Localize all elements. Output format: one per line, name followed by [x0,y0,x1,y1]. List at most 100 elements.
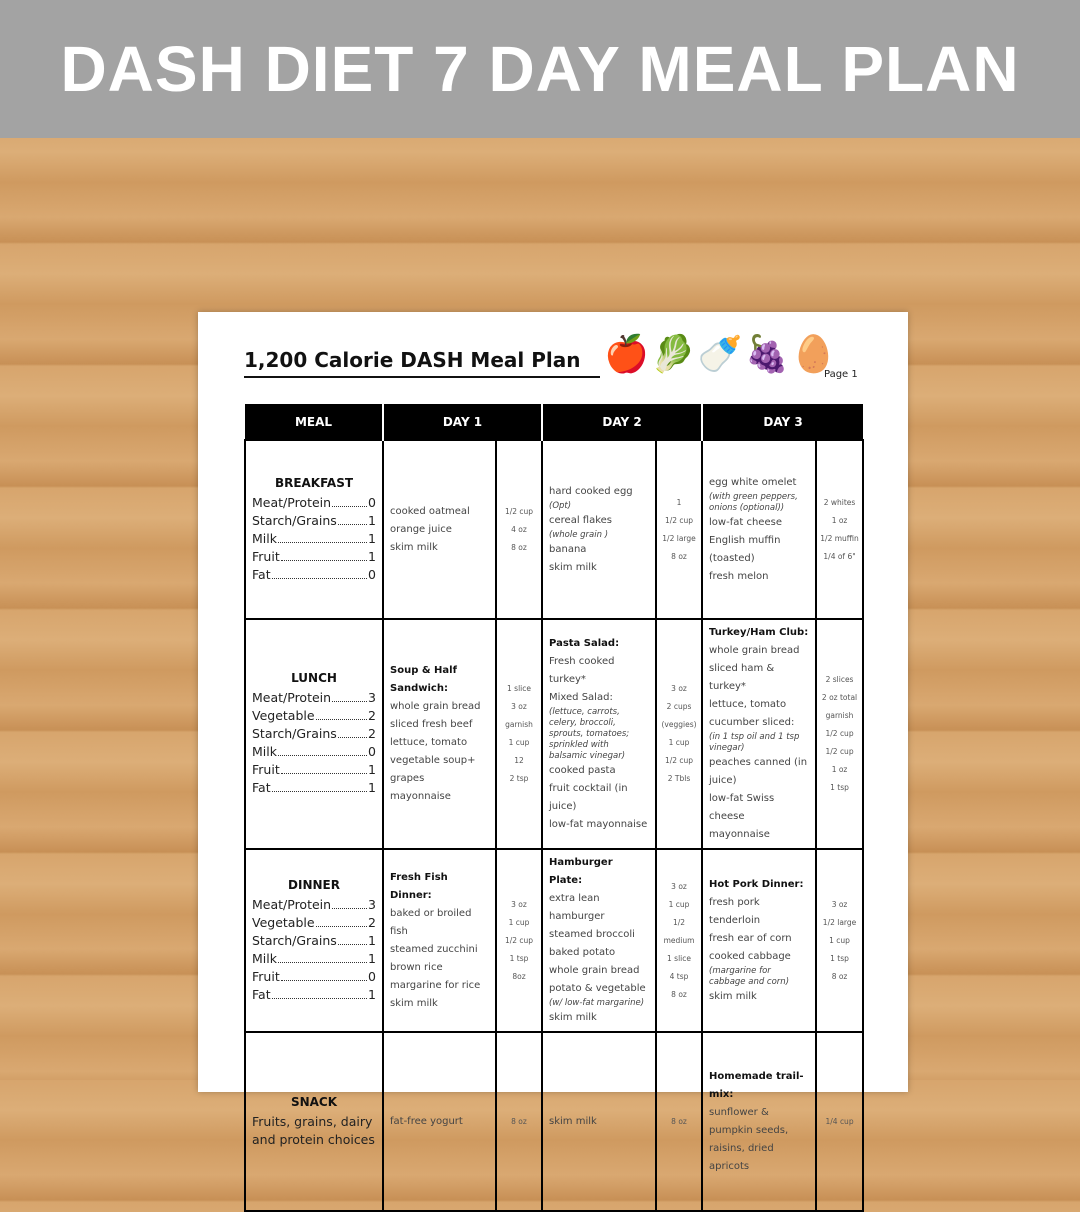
food-line: fresh melon [709,570,769,582]
food-line: English muffin (toasted) [709,534,781,564]
banner-title: DASH DIET 7 DAY MEAL PLAN [60,33,1020,105]
food-line: (lettuce, carrots, celery, broccoli, spr… [549,706,630,761]
day-2-amount-cell: 3 oz 2 cups (veggies) 1 cup 1/2 cup 2 Tbls [655,618,704,850]
amount-line: 1/2 muffin [820,533,859,543]
amount-line: 1/2 cup [664,515,694,525]
amount-line: 1/2 cup [825,747,854,756]
day-3-food-cell: egg white omelet (with green peppers, oni… [701,439,818,620]
day-1-amount-cell: 1/2 cup 4 oz 8 oz [494,439,544,620]
food-line: (with green peppers, onions (optional)) [709,491,798,513]
amount-line: 12 [514,756,524,765]
dotted-leader [280,548,368,561]
food-line: fruit cocktail (in juice) [549,782,628,812]
food-line: brown rice [390,961,443,973]
header-meal: MEAL [245,404,383,440]
header-day-3: DAY 3 [701,404,864,440]
food-line: skim milk [549,561,597,573]
food-line: potato & vegetable [549,983,646,994]
food-line: banana [549,543,587,555]
serving-value: 3 [368,690,376,705]
food-line: sliced fresh beef [390,719,473,730]
day-2-amount-cell: 3 oz 1 cup 1/2 medium 1 slice 4 tsp 8 oz [655,848,704,1033]
serving-name: Starch/Grains [252,932,337,948]
serving-value: 0 [368,968,376,984]
amount-line: 2 oz total garnish [821,693,858,720]
dotted-leader [277,530,368,543]
day-2-amount-cell: 8 oz [655,1031,704,1212]
food-line: baked potato [549,947,616,958]
serving-name: Fat [252,986,271,1002]
dotted-leader [315,707,368,720]
amount-line: 1/4 of 6" [823,551,856,561]
serving-value: 3 [368,896,376,912]
food-line: egg white omelet [709,476,797,488]
table-row-breakfast: BREAKFAST Meat/Protein 0 Starch/Grains 1 Milk… [244,439,865,620]
food-line: (whole grain ) [549,529,609,540]
meal-serving: Meat/Protein 3 [252,896,376,914]
food-line: Turkey/Ham Club: [709,627,809,638]
amount-line: 1/4 cup [825,1116,854,1126]
serving-name: Starch/Grains [252,512,337,528]
meal-serving: Vegetable 2 [252,707,376,725]
food-line: mayonnaise [709,829,770,840]
dotted-leader [337,932,368,945]
meal-serving: Fat 1 [252,986,376,1004]
food-line: low-fat mayonnaise [549,818,648,830]
meal-serving: Fat 1 [252,779,376,797]
apple-icon: 🍎 [604,334,649,375]
amount-line: 1 cup [508,917,530,927]
snack-description: Fruits, grains, dairy and protein choice… [252,1113,375,1147]
amount-line: 1/2 large [662,533,696,543]
meal-serving: Fruit 1 [252,761,376,779]
serving-name: Milk [252,950,277,966]
food-line: baked or broiled fish [390,907,472,937]
dotted-leader [271,779,368,792]
amount-line: 1 cup [668,738,690,747]
day-3-food-cell: Homemade trail-mix: sunflower & pumpkin s… [701,1031,818,1212]
meal-name: LUNCH [291,671,337,685]
food-line: Pasta Salad: [549,637,620,649]
amount-line: 1 [676,497,682,507]
meal-cell: LUNCH Meat/Protein 3 Vegetable 2 Starch/Grain… [244,618,384,850]
day-2-food-cell: Hamburger Plate: extra lean hamburger stea… [541,848,658,1033]
serving-value: 1 [368,780,376,795]
serving-name: Starch/Grains [252,726,337,741]
amount-line: 1/2 cup [504,506,534,516]
food-line: skim milk [549,1012,597,1023]
amount-line: 8 oz [511,542,527,552]
amount-line: 1/2 cup [664,756,694,765]
serving-name: Fat [252,566,271,582]
amount-line: 2 tsp [509,774,529,783]
meal-serving: Milk 0 [252,743,376,761]
food-line: fresh pork tenderloin [709,896,761,926]
meal-cell: DINNER Meat/Protein 3 Vegetable 2 Starch/Grai… [244,848,384,1033]
meal-serving: Fruit 1 [252,548,376,566]
meal-serving: Milk 1 [252,530,376,548]
food-line: whole grain bread [390,701,481,712]
food-line: low-fat Swiss cheese [709,793,775,822]
dotted-leader [271,986,368,999]
day-3-amount-cell: 1/4 cup [815,1031,865,1212]
amount-line: 4 tsp [669,971,689,981]
table-row-snack: SNACK Fruits, grains, dairy and protein c… [244,1031,865,1212]
document-title: 1,200 Calorie DASH Meal Plan [244,348,600,378]
amount-line: 1 tsp [509,953,529,963]
food-line: sliced ham & turkey* [709,663,775,692]
meal-plan-document: 1,200 Calorie DASH Meal Plan 🍎 🥬 🍼 🍇 🥚 P… [198,312,908,1212]
serving-value: 0 [368,494,376,510]
food-line: Mixed Salad: [549,691,613,703]
serving-name: Fruit [252,548,280,564]
day-3-food-cell: Turkey/Ham Club: whole grain bread sliced … [701,618,818,850]
serving-value: 2 [368,726,376,741]
food-line: cooked pasta [549,764,616,776]
dotted-leader [332,896,368,909]
food-line: fat-free yogurt [390,1115,463,1127]
food-line: skim milk [549,1115,597,1127]
day-2-amount-cell: 1 1/2 cup 1/2 large 8 oz [655,439,704,620]
serving-value: 1 [368,986,376,1002]
header-day-2: DAY 2 [541,404,703,440]
meal-plan-table: MEAL DAY 1 DAY 2 DAY 3 BREAKFAST Meat/Pro… [244,404,865,1212]
amount-line: 1/2 large [822,917,857,927]
day-1-amount-cell: 3 oz 1 cup 1/2 cup 1 tsp 8oz [494,848,544,1033]
amount-line: 8 oz [671,551,687,561]
